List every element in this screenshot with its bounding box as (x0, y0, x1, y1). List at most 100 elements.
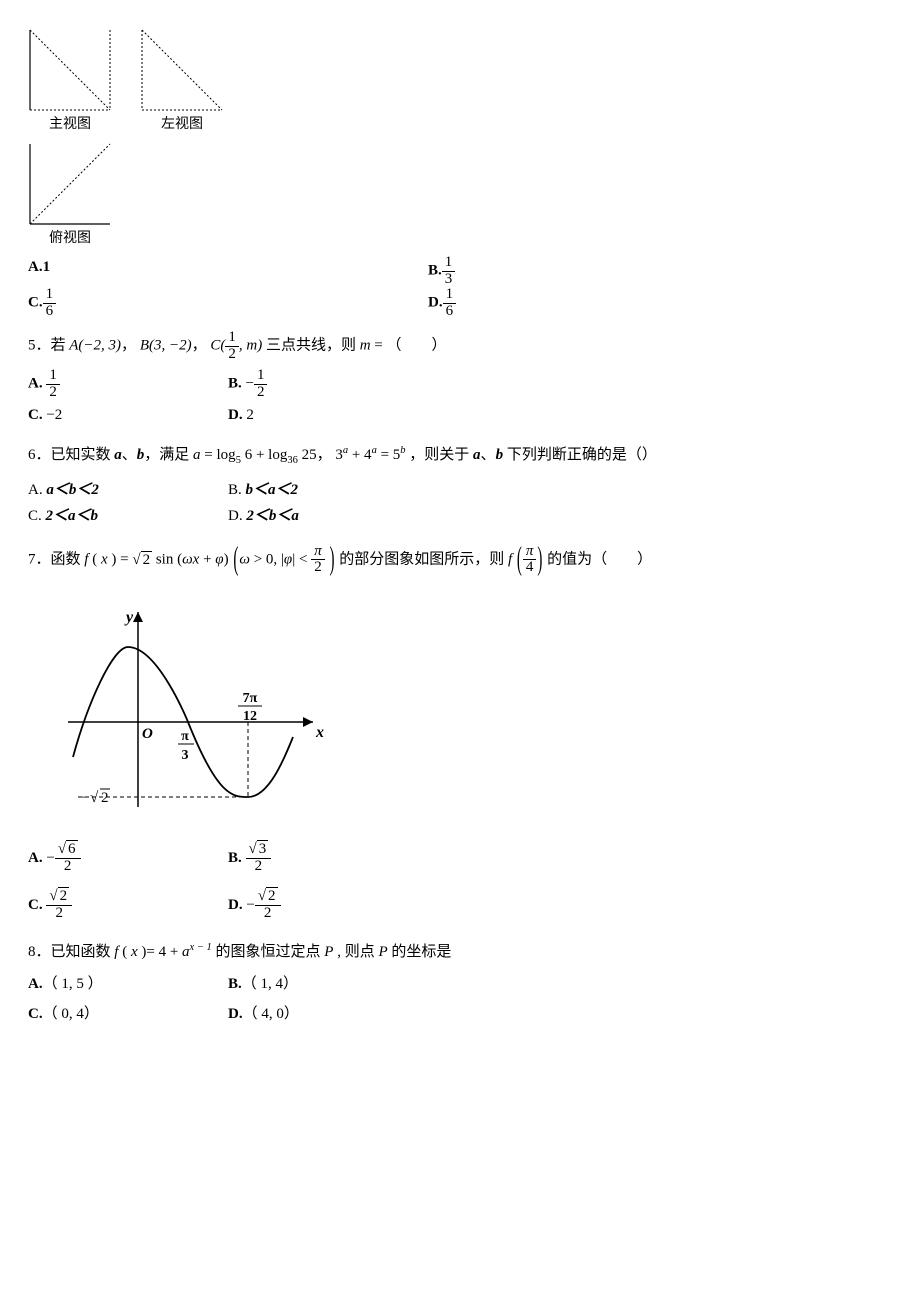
q5-t2: ， (121, 337, 136, 353)
q7-y-label: y (124, 609, 134, 626)
q6-opts-r1: A. a＜b＜2 B. b＜a＜2 (28, 478, 892, 502)
q5-C-num: 1 (225, 330, 239, 346)
q7-cond-den: 2 (311, 559, 325, 576)
q6-e5: = 5 (381, 447, 401, 463)
q7-D-label: D. (228, 897, 243, 913)
q6-log5: 5 (236, 455, 241, 466)
q8-P1: P (324, 944, 333, 960)
q5-t5: = （ ） (371, 337, 447, 353)
top-view-svg (28, 142, 112, 226)
q7-negsqrt-sign: − (80, 790, 88, 806)
q5-B-pre: − (246, 376, 254, 392)
q7-t3: 的值为（ ） (547, 551, 652, 567)
q8-exp: x − 1 (190, 942, 212, 953)
q4-D-label: D. (428, 295, 443, 311)
q6-b1: b (137, 447, 145, 463)
q5-D-label: D. (228, 407, 243, 423)
q4-opts-row2: C.16 D.16 (28, 287, 892, 320)
q5-num: 5 (28, 337, 36, 353)
q7-A-rad: 6 (66, 840, 78, 857)
q7-O-label: O (142, 726, 153, 742)
q8-P2: P (378, 944, 387, 960)
q5: 5．若 A(−2, 3)， B(3, −2)， C(12, m) 三点共线，则 … (28, 330, 892, 363)
q4-A: 1 (43, 259, 51, 275)
q5-B-label: B. (228, 376, 242, 392)
q7-arg-den: 4 (523, 559, 537, 576)
q4-B-num: 1 (442, 255, 456, 271)
q5-B: B(3, −2) (140, 337, 192, 353)
q7-D-den: 2 (255, 905, 281, 922)
q8-B-label: B. (228, 976, 242, 992)
left-view: 左视图 (140, 28, 224, 136)
q7-A-sign: − (46, 850, 54, 866)
left-view-label: 左视图 (140, 114, 224, 136)
three-views-row1: 主视图 左视图 (28, 28, 892, 136)
q7-D-sign: − (246, 897, 254, 913)
q7-C-label: C. (28, 897, 43, 913)
q6-3: 3 (335, 447, 343, 463)
q7-pi3-num: π (181, 729, 189, 744)
q7-arg-num: π (523, 544, 537, 560)
main-view: 主视图 (28, 28, 112, 136)
q6-C: 2＜a＜b (46, 508, 99, 524)
q4-B-den: 3 (442, 271, 456, 288)
q8-D-label: D. (228, 1006, 243, 1022)
q6-D-label: D. (228, 508, 243, 524)
q6-A: a＜b＜2 (46, 482, 99, 498)
q7-pi3-den: 3 (182, 748, 189, 763)
q7-negsqrt-surd: √ (90, 790, 99, 806)
q8-opts-r2: C.（ 0, 4） D.（ 4, 0） (28, 1002, 892, 1026)
q6: 6．已知实数 a、b，满足 a = log5 6 + log36 25， 3a … (28, 443, 892, 470)
q5-m: m (360, 337, 371, 353)
q7-B-den: 2 (246, 858, 272, 875)
q7-t1: ．函数 (36, 551, 85, 567)
q6-b2: b (496, 447, 504, 463)
q8-D: （ 4, 0） (243, 1006, 299, 1022)
q8: 8．已知函数 f ( x )= 4 + ax − 1 的图象恒过定点 P , 则… (28, 940, 892, 964)
q7-t2: 的部分图象如图所示，则 (339, 551, 508, 567)
q7-A-den: 2 (55, 858, 81, 875)
main-view-label: 主视图 (28, 114, 112, 136)
q4-C-num: 1 (43, 287, 57, 303)
q8-A-label: A. (28, 976, 43, 992)
q5-C-post: , m) (239, 337, 262, 353)
q7: 7．函数 f ( x ) = √2 sin (ωx + φ) (ω > 0, |… (28, 544, 892, 577)
q8-opts-r1: A.（ 1, 5 ） B.（ 1, 4） (28, 972, 892, 996)
q5-B-num: 1 (254, 368, 268, 384)
q5-opts-r2: C. −2 D. 2 (28, 403, 892, 427)
q4-A-label: A. (28, 259, 43, 275)
q6-D: 2＜b＜a (246, 508, 299, 524)
q8-B: （ 1, 4） (242, 976, 298, 992)
q8-t3: , 则点 (337, 944, 378, 960)
q8-t1: ．已知函数 (36, 944, 115, 960)
q4-C-label: C. (28, 295, 43, 311)
q7-negsqrt-rad: 2 (101, 790, 109, 806)
q7-opts-r2: C. √22 D. −√22 (28, 889, 892, 922)
top-view-label: 俯视图 (28, 228, 112, 250)
q5-C-den: 2 (225, 346, 239, 363)
q7-C-rad: 2 (58, 887, 70, 904)
q4-C-den: 6 (43, 303, 57, 320)
q4-B-label: B. (428, 262, 442, 278)
q8-t4: 的坐标是 (391, 944, 451, 960)
q7-B-rad: 3 (257, 840, 269, 857)
q5-t3: ， (192, 337, 207, 353)
q5-t1: ．若 (36, 337, 70, 353)
q7-num: 7 (28, 551, 36, 567)
q5-t4: 三点共线，则 (266, 337, 360, 353)
q5-A: A(−2, 3) (69, 337, 121, 353)
q6-p4: + 4 (352, 447, 372, 463)
q7-C-den: 2 (46, 905, 72, 922)
left-view-svg (140, 28, 224, 112)
q6-A-label: A. (28, 482, 43, 498)
q6-B: b＜a＜2 (246, 482, 299, 498)
q5-B-den: 2 (254, 384, 268, 401)
q6-log36: 36 (287, 455, 298, 466)
q6-B-label: B. (228, 482, 242, 498)
q5-A-label: A. (28, 376, 43, 392)
q5-C-label: C. (28, 407, 43, 423)
q7-opts-r1: A. −√62 B. √32 (28, 842, 892, 875)
q7-sqrt2: 2 (141, 551, 153, 568)
q8-num: 8 (28, 944, 36, 960)
q5-C-val: −2 (46, 407, 62, 423)
